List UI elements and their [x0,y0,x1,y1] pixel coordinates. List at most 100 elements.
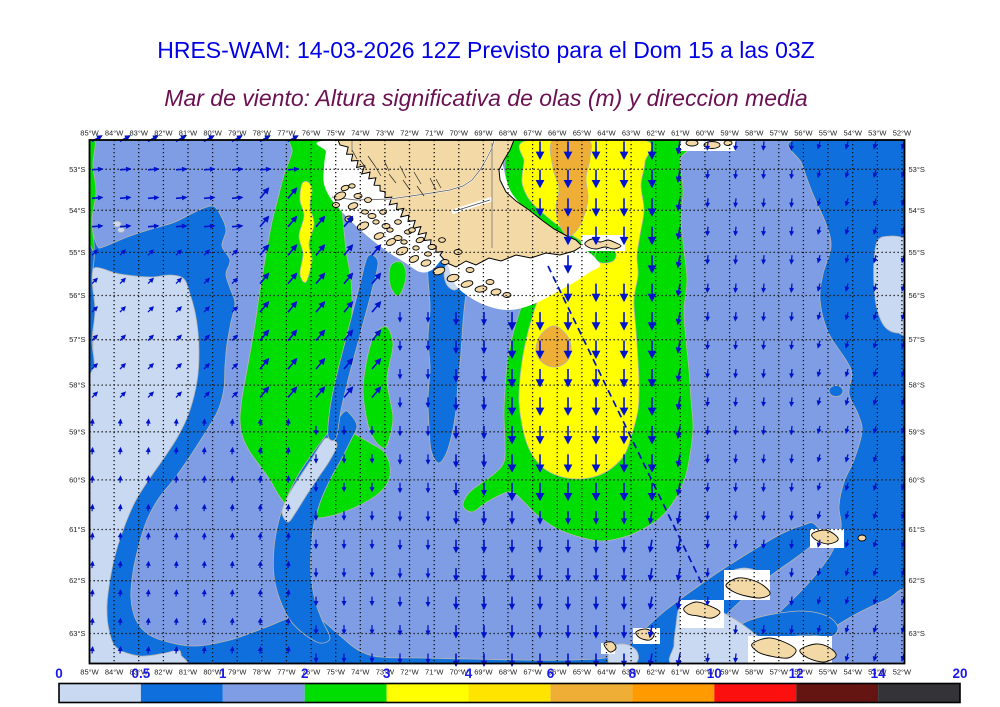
svg-text:61°W: 61°W [671,129,690,138]
svg-text:2: 2 [301,666,309,681]
svg-text:60°W: 60°W [696,129,715,138]
svg-text:85°W: 85°W [80,668,99,677]
svg-text:62°S: 62°S [69,576,85,585]
svg-text:85°W: 85°W [80,129,99,138]
svg-text:58°W: 58°W [745,129,764,138]
svg-text:56°W: 56°W [794,668,813,677]
svg-text:62°W: 62°W [646,129,665,138]
svg-text:61°S: 61°S [69,525,85,534]
svg-text:84°W: 84°W [105,668,124,677]
svg-text:59°S: 59°S [69,427,85,436]
svg-text:84°W: 84°W [105,129,124,138]
svg-text:59°S: 59°S [909,427,925,436]
svg-text:68°W: 68°W [499,129,518,138]
svg-text:66°W: 66°W [548,668,567,677]
svg-text:62°S: 62°S [909,576,925,585]
svg-text:0.5: 0.5 [132,666,151,681]
svg-text:60°S: 60°S [909,475,925,484]
svg-text:63°W: 63°W [622,129,641,138]
svg-text:57°W: 57°W [770,668,789,677]
svg-text:81°W: 81°W [179,668,198,677]
svg-text:65°W: 65°W [573,668,592,677]
svg-text:12: 12 [789,666,804,681]
svg-text:55°W: 55°W [819,129,838,138]
svg-text:78°W: 78°W [253,668,272,677]
svg-text:0: 0 [55,666,63,681]
svg-text:73°W: 73°W [376,668,395,677]
svg-text:77°W: 77°W [277,129,296,138]
svg-text:67°W: 67°W [523,668,542,677]
svg-text:60°S: 60°S [69,475,85,484]
svg-text:6: 6 [547,666,555,681]
svg-text:8: 8 [629,666,637,681]
svg-text:14: 14 [871,666,887,681]
svg-text:65°W: 65°W [573,129,592,138]
svg-text:54°W: 54°W [843,129,862,138]
svg-text:55°S: 55°S [69,248,85,257]
svg-text:76°W: 76°W [302,668,321,677]
svg-text:66°W: 66°W [548,129,567,138]
svg-text:59°W: 59°W [720,129,739,138]
svg-text:80°W: 80°W [203,668,222,677]
svg-text:67°W: 67°W [523,129,542,138]
svg-text:20: 20 [952,666,967,681]
svg-text:58°S: 58°S [909,381,925,390]
svg-text:63°S: 63°S [69,629,85,638]
svg-text:58°W: 58°W [745,668,764,677]
svg-text:73°W: 73°W [376,129,395,138]
svg-text:81°W: 81°W [179,129,198,138]
svg-text:69°W: 69°W [474,668,493,677]
svg-text:77°W: 77°W [277,668,296,677]
svg-text:75°W: 75°W [326,129,345,138]
svg-text:53°S: 53°S [69,165,85,174]
svg-text:83°W: 83°W [129,668,148,677]
svg-text:63°S: 63°S [909,629,925,638]
svg-text:64°W: 64°W [597,668,616,677]
svg-text:71°W: 71°W [425,129,444,138]
svg-text:54°S: 54°S [69,206,85,215]
svg-text:53°W: 53°W [868,129,887,138]
svg-text:4: 4 [465,666,473,681]
svg-text:79°W: 79°W [228,129,247,138]
svg-text:60°W: 60°W [696,668,715,677]
svg-text:74°W: 74°W [351,668,370,677]
svg-text:62°W: 62°W [646,668,665,677]
svg-text:61°W: 61°W [671,668,690,677]
svg-text:57°S: 57°S [69,335,85,344]
svg-text:78°W: 78°W [253,129,272,138]
svg-text:59°W: 59°W [720,668,739,677]
svg-text:54°W: 54°W [843,668,862,677]
svg-text:75°W: 75°W [326,668,345,677]
svg-text:70°W: 70°W [450,668,469,677]
svg-text:68°W: 68°W [499,668,518,677]
svg-text:76°W: 76°W [302,129,321,138]
svg-text:72°W: 72°W [400,668,419,677]
svg-text:56°W: 56°W [794,129,813,138]
svg-text:55°S: 55°S [909,248,925,257]
svg-text:54°S: 54°S [909,206,925,215]
svg-text:69°W: 69°W [474,129,493,138]
svg-text:63°W: 63°W [622,668,641,677]
svg-text:79°W: 79°W [228,668,247,677]
svg-text:82°W: 82°W [154,129,173,138]
svg-text:56°S: 56°S [69,291,85,300]
svg-text:53°W: 53°W [868,668,887,677]
svg-text:74°W: 74°W [351,129,370,138]
svg-text:72°W: 72°W [400,129,419,138]
svg-text:58°S: 58°S [69,381,85,390]
svg-text:52°W: 52°W [893,129,912,138]
svg-text:61°S: 61°S [909,525,925,534]
svg-text:3: 3 [383,666,391,681]
svg-text:82°W: 82°W [154,668,173,677]
svg-text:57°W: 57°W [770,129,789,138]
svg-text:83°W: 83°W [129,129,148,138]
svg-text:64°W: 64°W [597,129,616,138]
svg-text:55°W: 55°W [819,668,838,677]
svg-text:56°S: 56°S [909,291,925,300]
svg-text:52°W: 52°W [893,668,912,677]
svg-text:57°S: 57°S [909,335,925,344]
svg-text:80°W: 80°W [203,129,222,138]
svg-text:71°W: 71°W [425,668,444,677]
svg-text:1: 1 [219,666,227,681]
svg-text:70°W: 70°W [450,129,469,138]
